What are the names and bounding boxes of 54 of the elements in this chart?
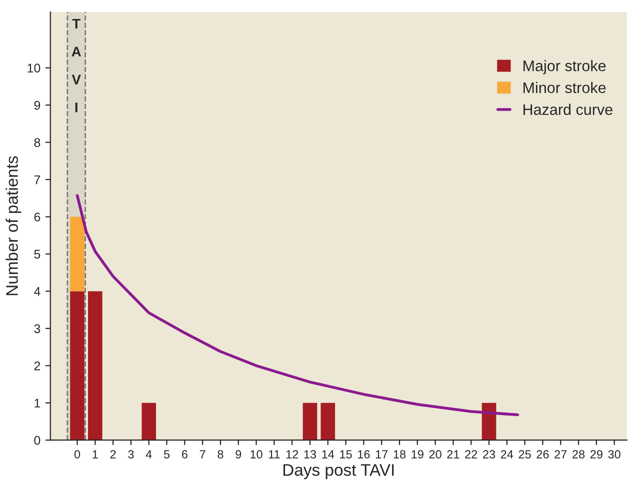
x-tick-label: 11 xyxy=(268,450,280,458)
y-tick-label: 3 xyxy=(34,324,40,334)
x-tick-label: 15 xyxy=(340,450,352,459)
x-tick-label: 9 xyxy=(236,450,242,459)
x-tick-label: 8 xyxy=(218,450,224,459)
bar xyxy=(88,291,102,440)
y-tick-label: 9 xyxy=(34,100,40,110)
x-tick-label: 26 xyxy=(536,450,549,459)
x-tick-label: 21 xyxy=(447,450,460,458)
y-tick-label: 7 xyxy=(34,175,40,184)
x-tick-label: 28 xyxy=(572,450,585,459)
y-tick-label: 1 xyxy=(34,398,40,408)
x-tick-label: 30 xyxy=(608,450,620,459)
x-tick-label: 0 xyxy=(74,450,80,459)
x-axis-title: Days post TAVI xyxy=(283,464,394,480)
x-tick-label: 13 xyxy=(304,450,316,459)
x-tick-label: 18 xyxy=(394,450,406,459)
x-tick-label: 2 xyxy=(110,450,116,458)
bar xyxy=(70,216,84,292)
x-tick-label: 25 xyxy=(518,450,531,459)
x-tick-label: 17 xyxy=(376,450,388,458)
y-tick-label: 5 xyxy=(34,250,40,259)
text: TAVI xyxy=(72,18,82,112)
x-tick-label: 22 xyxy=(465,450,478,458)
y-tick-label: 0 xyxy=(34,436,40,445)
legend-label: Minor stroke xyxy=(524,82,606,94)
x-tick-label: 14 xyxy=(322,450,334,458)
y-tick-label: 6 xyxy=(34,212,40,222)
legend-label: Major stroke xyxy=(524,60,606,74)
y-tick-label: 10 xyxy=(28,64,40,73)
x-tick-label: 27 xyxy=(554,450,567,458)
line-series xyxy=(76,194,520,416)
bar xyxy=(142,402,156,440)
y-tick-label: 8 xyxy=(34,138,40,147)
x-tick-label: 3 xyxy=(128,450,134,459)
x-tick-label: 6 xyxy=(182,450,188,459)
bar xyxy=(302,402,318,440)
x-tick-label: 10 xyxy=(250,450,262,459)
x-tick-label: 16 xyxy=(358,450,370,459)
bar xyxy=(320,402,336,440)
x-tick-label: 20 xyxy=(429,450,442,459)
x-tick-label: 24 xyxy=(500,450,514,458)
x-tick-label: 1 xyxy=(92,450,98,458)
y-tick-label: 4 xyxy=(34,287,40,296)
x-tick-label: 5 xyxy=(164,450,170,459)
x-tick-label: 12 xyxy=(286,450,298,458)
y-axis-title: Number of patients xyxy=(6,156,22,296)
legend-label: Hazard curve xyxy=(524,104,612,116)
y-tick-label: 2 xyxy=(34,361,40,370)
x-tick-label: 19 xyxy=(412,450,424,459)
x-tick-label: 23 xyxy=(483,450,496,459)
x-tick-label: 29 xyxy=(590,450,602,459)
x-tick-label: 4 xyxy=(146,450,152,458)
x-tick-label: 7 xyxy=(200,450,206,458)
